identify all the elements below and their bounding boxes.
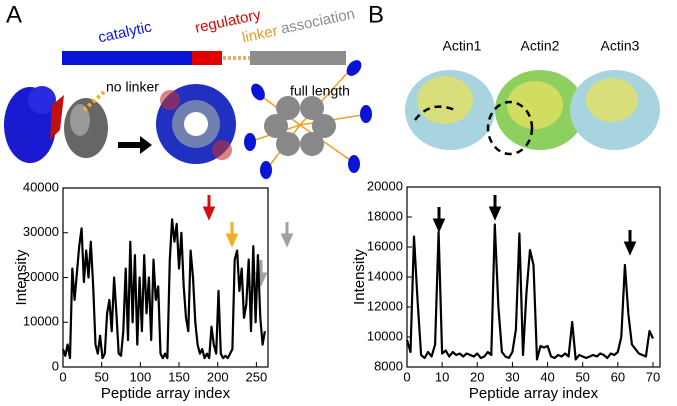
- x-tick-label: 0: [59, 369, 66, 384]
- y-tick-label: 10000: [23, 314, 59, 329]
- domain-label: association: [279, 5, 356, 37]
- x-tick-label: 100: [130, 369, 152, 384]
- full-length-cartoon: [244, 60, 372, 179]
- panel-label: A: [6, 1, 22, 28]
- x-tick-label: 40: [540, 369, 554, 384]
- y-tick-label: 30000: [23, 224, 59, 239]
- x-tick-label: 200: [207, 369, 229, 384]
- structure-ring: [156, 84, 236, 164]
- x-tick-label: 50: [94, 369, 108, 384]
- annotation: no linker: [106, 79, 159, 95]
- annotation: full length: [290, 83, 350, 99]
- panel-label: B: [368, 1, 384, 28]
- y-tick-label: 8000: [374, 358, 403, 373]
- x-tick-label: 250: [246, 369, 268, 384]
- x-axis-label: Peptide array index: [469, 385, 599, 402]
- y-tick-label: 20000: [23, 269, 59, 284]
- x-tick-label: 20: [470, 369, 484, 384]
- association-domain: [250, 51, 346, 65]
- pointer: [82, 90, 106, 112]
- structure-label: Actin3: [601, 38, 640, 54]
- x-tick-label: 50: [575, 369, 589, 384]
- y-tick-label: 40000: [23, 179, 59, 194]
- y-axis-label: Intensity: [351, 249, 368, 305]
- y-axis-label: Intensity: [13, 249, 30, 305]
- actin-structures: [405, 70, 660, 156]
- domain-label: catalytic: [97, 18, 154, 46]
- x-axis-label: Peptide array index: [101, 385, 231, 402]
- structure-label: Actin1: [443, 38, 482, 54]
- y-tick-label: 10000: [367, 328, 403, 343]
- regulatory-domain: [192, 51, 222, 65]
- y-tick-label: 18000: [367, 208, 403, 223]
- y-tick-label: 14000: [367, 268, 403, 283]
- x-tick-label: 0: [403, 369, 410, 384]
- catalytic-domain: [62, 51, 192, 65]
- data-line: [405, 223, 654, 361]
- x-tick-label: 60: [611, 369, 625, 384]
- structure-label: Actin2: [521, 38, 560, 54]
- x-tick-label: 70: [646, 369, 660, 384]
- arrow: [118, 136, 152, 154]
- y-tick-label: 20000: [367, 178, 403, 193]
- y-tick-label: 0: [52, 358, 59, 373]
- x-tick-label: 30: [505, 369, 519, 384]
- y-tick-label: 16000: [367, 238, 403, 253]
- structure-no-linker: [4, 86, 108, 163]
- peak-arrows: [202, 195, 637, 287]
- x-tick-label: 10: [435, 369, 449, 384]
- y-tick-label: 12000: [367, 298, 403, 313]
- x-tick-label: 150: [168, 369, 190, 384]
- data-line: [61, 218, 266, 360]
